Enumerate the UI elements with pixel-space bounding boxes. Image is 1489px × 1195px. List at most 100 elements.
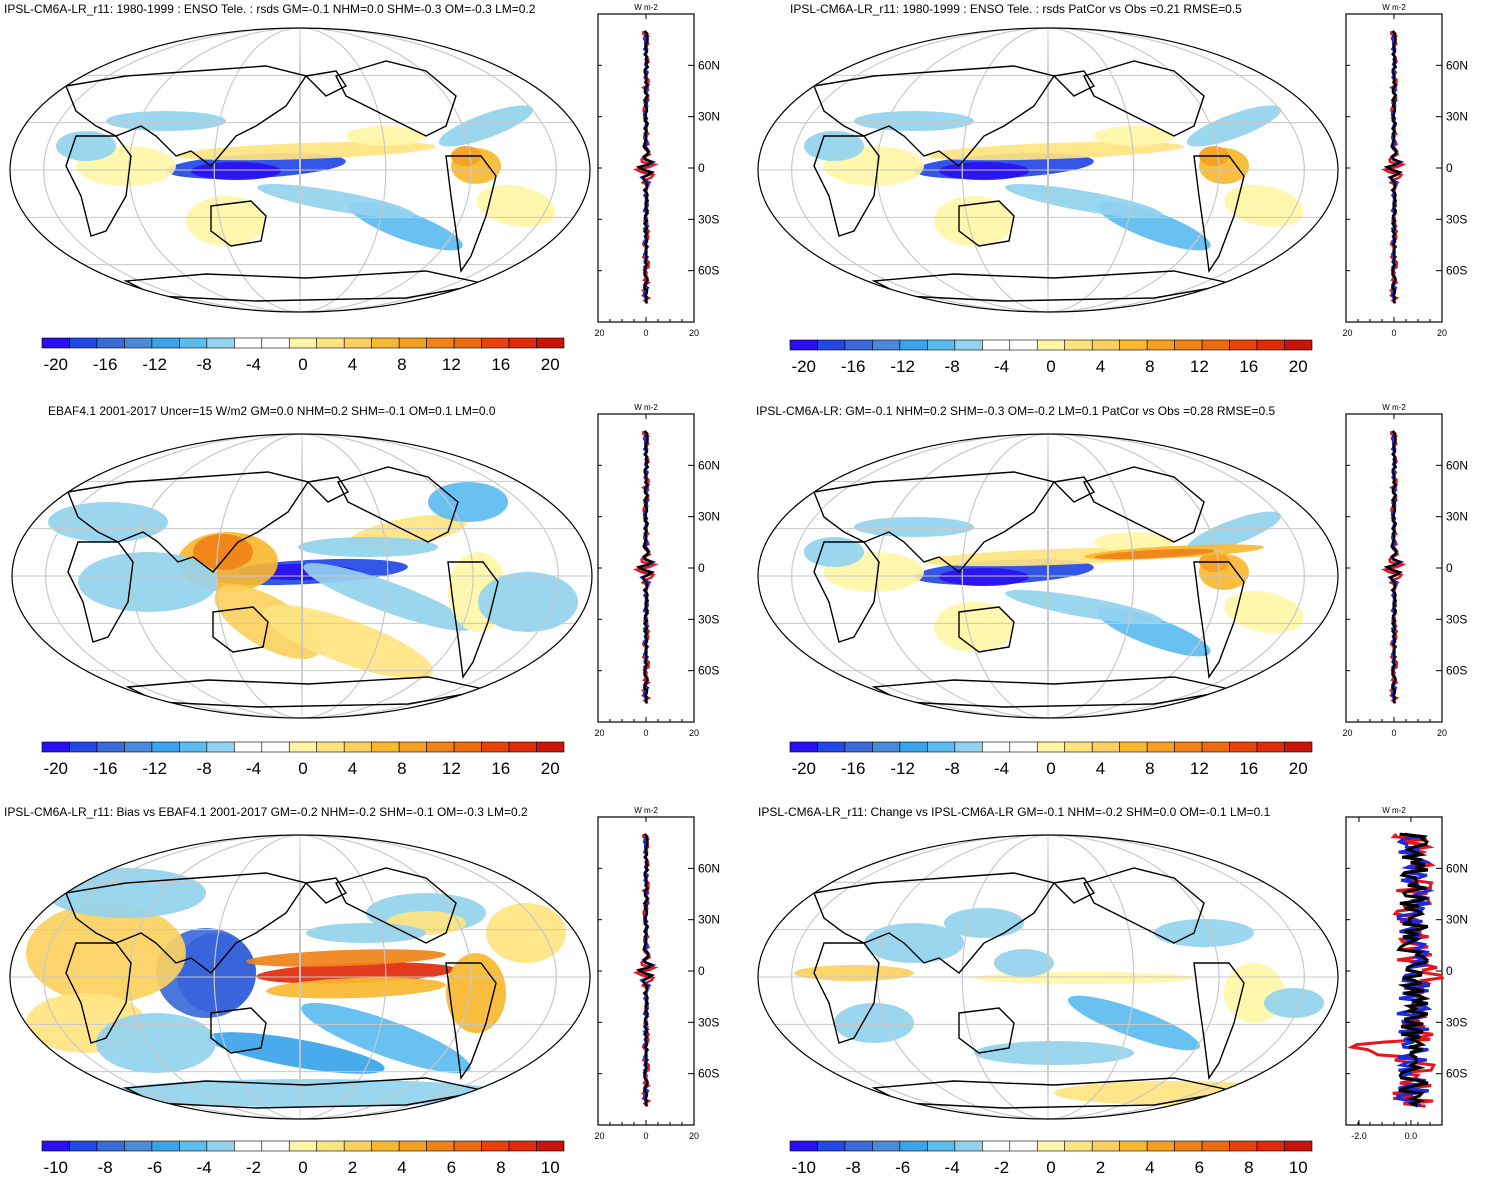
colorbar-tick-label: 2	[348, 1158, 357, 1177]
coastline	[1083, 466, 1205, 543]
field-patch	[924, 141, 1184, 161]
panel-bias: IPSL-CM6A-LR_r11: Bias vs EBAF4.1 2001-2…	[0, 803, 744, 1195]
colorbar-swatch	[1091, 741, 1120, 753]
field-patch	[854, 517, 974, 537]
field-patch	[191, 162, 281, 180]
profile-unit-label: W m-2	[1382, 3, 1406, 12]
colorbar-swatch	[234, 337, 263, 349]
colorbar-tick-label: 12	[442, 355, 461, 374]
profile-xlabel: 20	[689, 728, 699, 738]
profile-line	[1396, 832, 1431, 1108]
map-border	[11, 433, 593, 719]
field-patch	[934, 196, 1014, 246]
profile-xlabel: -20	[594, 728, 605, 738]
field-patch	[804, 537, 864, 567]
field-patch	[974, 1041, 1134, 1065]
colorbar-tick-label: -16	[93, 355, 118, 374]
colorbar-swatch	[398, 1140, 427, 1152]
colorbar-tick-label: -4	[945, 1158, 960, 1177]
colorbar-tick-label: -16	[93, 759, 118, 778]
colorbar-swatch	[1036, 1140, 1066, 1152]
panel-title: IPSL-CM6A-LR_r11: Change vs IPSL-CM6A-LR…	[758, 805, 1271, 819]
world-map	[757, 27, 1339, 313]
profile-ylabel: 60S	[698, 664, 719, 678]
profile-ylabel: 60N	[698, 458, 720, 472]
profile-xlabel: 0	[1391, 328, 1396, 338]
colorbar-swatch	[398, 741, 427, 753]
profile-ylabel: 60N	[1446, 58, 1468, 72]
coastline	[65, 135, 132, 237]
colorbar-swatch	[398, 337, 427, 349]
colorbar-tick-label: 16	[1239, 759, 1258, 778]
panel-title: EBAF4.1 2001-2017 Uncer=15 W/m2 GM=0.0 N…	[48, 404, 496, 418]
graticule-lon	[301, 434, 303, 718]
graticule-lon	[213, 835, 387, 1119]
profile-xlabel: 20	[689, 328, 699, 338]
map-field	[758, 434, 1338, 718]
graticule-lon	[791, 835, 1305, 1119]
field-patch	[246, 949, 446, 967]
colorbar-tick-label: -4	[994, 357, 1009, 376]
colorbar-swatch	[96, 1140, 125, 1152]
colorbar-tick-label: -16	[841, 759, 866, 778]
profile-xlabel: 0	[643, 328, 648, 338]
profile-ylabel: 30N	[698, 510, 720, 524]
coastline	[210, 200, 267, 247]
profile-xlabel: 0	[1391, 728, 1396, 738]
field-patch	[1005, 183, 1163, 219]
profile-ylabel: 30S	[1446, 612, 1467, 626]
field-patch	[1264, 988, 1324, 1018]
coastline	[445, 962, 497, 1080]
colorbar-swatch	[1119, 1140, 1148, 1152]
colorbar-swatch	[508, 337, 537, 349]
colorbar-swatch	[872, 339, 901, 351]
profile-ylabel: 60S	[1446, 1067, 1467, 1081]
colorbar-swatch	[316, 741, 345, 753]
colorbar-swatch	[288, 1140, 318, 1152]
panel-title: IPSL-CM6A-LR_r11: Bias vs EBAF4.1 2001-2…	[4, 805, 528, 819]
graticule-lon	[213, 28, 387, 312]
colorbar-tick-label: 12	[1190, 759, 1209, 778]
coastline	[813, 65, 1056, 167]
colorbar-swatch	[426, 1140, 455, 1152]
profile-ylabel: 30S	[698, 1015, 719, 1029]
colorbar-swatch	[343, 1140, 372, 1152]
field-patch	[106, 1079, 506, 1107]
field-patch	[1094, 532, 1174, 552]
colorbar-swatch	[69, 337, 98, 349]
field-patch	[1224, 591, 1304, 633]
colorbar-swatch	[453, 741, 482, 753]
colorbar-swatch	[982, 1140, 1011, 1152]
field-patch	[934, 602, 1014, 652]
profile-ylabel: 0	[698, 964, 705, 978]
colorbar-tick-label: -6	[147, 1158, 162, 1177]
profile-xlabel: 0	[643, 728, 648, 738]
colorbar-swatch	[1284, 741, 1313, 753]
colorbar-tick-label: 0	[298, 759, 307, 778]
colorbar-swatch	[206, 1140, 235, 1152]
coastline	[813, 872, 1056, 974]
profile-unit-label: W m-2	[1382, 403, 1406, 412]
colorbar-swatch	[844, 741, 873, 753]
coastline	[813, 942, 880, 1044]
profile-xlabel: -2.0	[1351, 1131, 1367, 1141]
colorbar-swatch	[872, 1140, 901, 1152]
profile-ylabel: 60S	[698, 264, 719, 278]
coastline	[337, 466, 459, 543]
colorbar-tick-label: 8	[496, 1158, 505, 1177]
colorbar: -10 -8 -6 -4 -2 0 2 4 6 8 10	[41, 1140, 565, 1177]
colorbar-tick-label: 8	[1244, 1158, 1253, 1177]
colorbar-tick-label: 0	[1046, 1158, 1055, 1177]
colorbar-tick-label: -4	[197, 1158, 212, 1177]
colorbar-swatch	[1119, 741, 1148, 753]
colorbar-swatch	[954, 741, 983, 753]
colorbar-tick-label: -4	[994, 759, 1009, 778]
zonal-mean-profile: W m-2 60N 30N 0 30S 60S -20 0 20	[594, 403, 720, 738]
colorbar-swatch	[536, 1140, 565, 1152]
field-patch	[944, 908, 1024, 938]
coastline	[958, 1007, 1015, 1054]
colorbar-swatch	[789, 339, 818, 351]
map-field	[758, 835, 1338, 1119]
colorbar-swatch	[982, 741, 1011, 753]
field-patch	[834, 1003, 914, 1043]
